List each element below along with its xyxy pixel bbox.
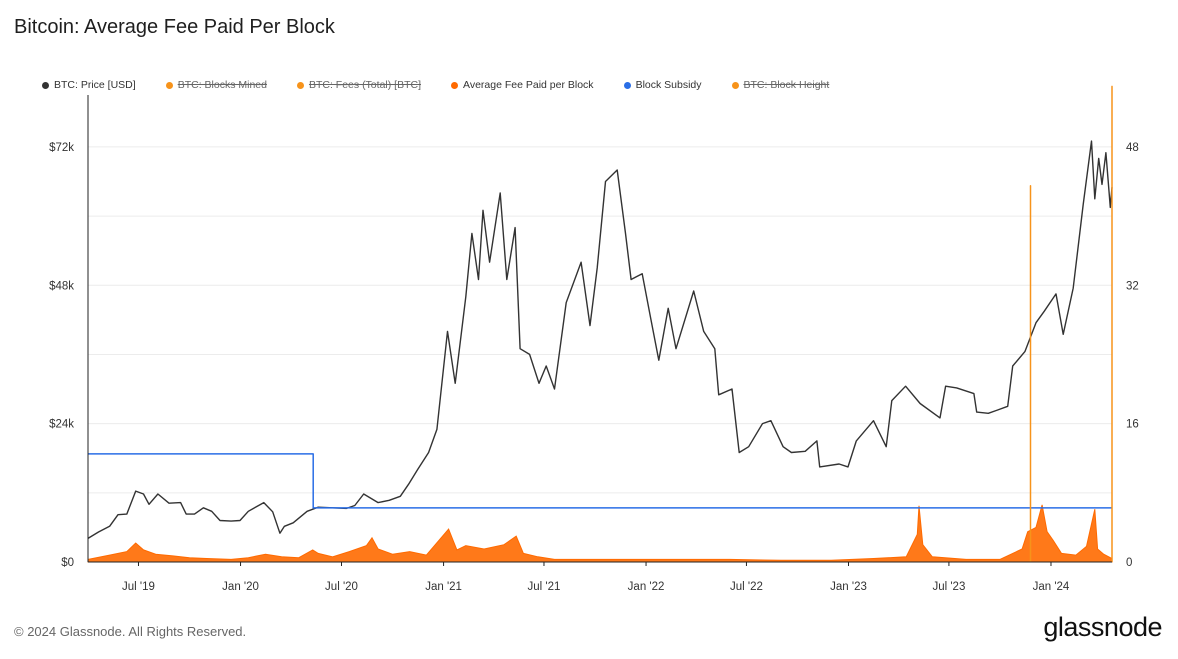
legend-item-block-subsidy[interactable]: Block Subsidy	[623, 79, 702, 91]
x-tick-label: Jan '23	[830, 581, 867, 593]
series-layer	[87, 85, 1113, 563]
x-tick-label: Jul '23	[932, 581, 965, 593]
x-tick-label: Jul '19	[122, 581, 155, 593]
x-tick-label: Jul '20	[325, 581, 358, 593]
x-tick-label: Jul '22	[730, 581, 763, 593]
legend-label: BTC: Price [USD]	[54, 79, 136, 91]
right-tick-label: 0	[1126, 557, 1132, 569]
x-tick-label: Jan '24	[1033, 581, 1070, 593]
x-tick-label: Jan '22	[628, 581, 665, 593]
chart-title: Bitcoin: Average Fee Paid Per Block	[14, 16, 335, 38]
legend-dot-icon	[731, 81, 739, 89]
x-tick-label: Jul '21	[528, 581, 561, 593]
legend-dot-icon	[623, 81, 631, 89]
legend-label: Block Subsidy	[635, 79, 702, 91]
glassnode-logo: glassnode	[1043, 612, 1162, 642]
legend-label: Average Fee Paid per Block	[463, 79, 594, 91]
left-tick-label: $24k	[49, 419, 74, 431]
legend-item-avg-fee[interactable]: Average Fee Paid per Block	[451, 79, 594, 91]
right-tick-label: 16	[1126, 419, 1139, 431]
left-tick-label: $0	[61, 557, 74, 569]
legend-item-price[interactable]: BTC: Price [USD]	[42, 79, 136, 91]
left-tick-label: $48k	[49, 280, 74, 292]
left-tick-label: $72k	[49, 142, 74, 154]
grid	[88, 146, 1112, 563]
legend-dot-icon	[165, 81, 173, 89]
legend-label: BTC: Fees (Total) [BTC]	[308, 79, 421, 91]
right-tick-label: 32	[1126, 280, 1139, 292]
legend-dot-icon	[42, 81, 49, 89]
legend-label: BTC: Blocks Mined	[177, 79, 267, 91]
axes: $0 $24k $48k $72k 0 16 32 48 Jul '19 Jan '20 Jul '…	[49, 95, 1139, 593]
legend: BTC: Price [USD] BTC: Blocks Mined BTC: …	[42, 79, 859, 91]
legend-dot-icon	[296, 81, 304, 89]
x-tick-label: Jan '21	[425, 581, 462, 593]
right-tick-label: 48	[1126, 142, 1139, 154]
price-line	[87, 140, 1113, 539]
legend-item-fees-total[interactable]: BTC: Fees (Total) [BTC]	[296, 79, 421, 91]
copyright-text: © 2024 Glassnode. All Rights Reserved.	[14, 624, 247, 639]
legend-item-block-height[interactable]: BTC: Block Height	[731, 79, 830, 91]
legend-label: BTC: Block Height	[743, 79, 830, 91]
legend-dot-icon	[451, 81, 458, 89]
block-subsidy-line	[88, 453, 1112, 509]
avg-fee-area	[87, 504, 1113, 563]
legend-item-blocks-mined[interactable]: BTC: Blocks Mined	[165, 79, 267, 91]
x-tick-label: Jan '20	[222, 581, 259, 593]
